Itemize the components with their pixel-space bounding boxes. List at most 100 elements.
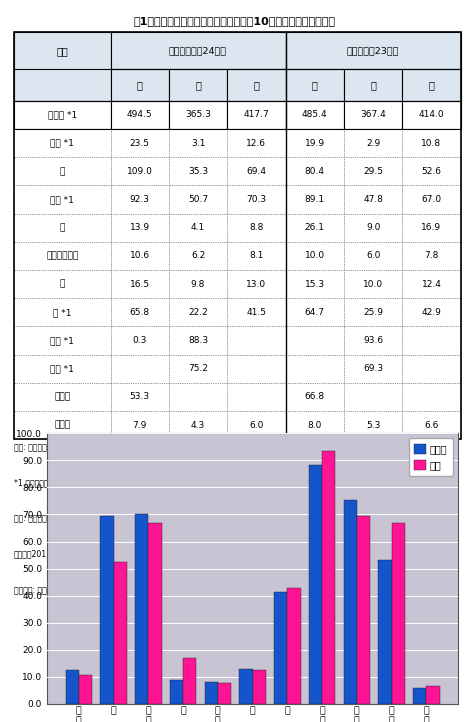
Text: 肺 *1: 肺 *1	[53, 308, 71, 317]
Bar	[169, 157, 227, 186]
Text: 70.3: 70.3	[246, 195, 266, 204]
Bar	[110, 32, 286, 69]
Bar	[286, 129, 344, 157]
Text: 8.1: 8.1	[249, 251, 264, 261]
Text: 10.8: 10.8	[422, 139, 441, 148]
Text: 女: 女	[370, 80, 376, 90]
Text: 食道 *1: 食道 *1	[50, 139, 74, 148]
Text: 16.5: 16.5	[130, 279, 150, 289]
Bar	[14, 32, 110, 101]
Text: 67.0: 67.0	[422, 195, 441, 204]
Legend: 新潟県, 全国: 新潟県, 全国	[408, 438, 454, 476]
Bar	[110, 298, 169, 326]
Bar	[110, 270, 169, 298]
Bar	[135, 513, 149, 704]
Bar	[169, 242, 227, 270]
Bar	[204, 682, 218, 704]
Text: 414.0: 414.0	[419, 110, 444, 119]
Bar	[101, 516, 114, 704]
Text: 大腸 *1: 大腸 *1	[50, 195, 74, 204]
Text: 2.9: 2.9	[366, 139, 380, 148]
Bar	[287, 588, 301, 704]
Text: 乳房 *1: 乳房 *1	[50, 336, 74, 345]
Text: 41.5: 41.5	[246, 308, 266, 317]
Bar	[227, 214, 286, 242]
Text: 全部位 *1: 全部位 *1	[47, 110, 77, 119]
Text: 計: 計	[429, 80, 434, 90]
Bar	[344, 355, 402, 383]
Bar	[344, 298, 402, 326]
Bar	[14, 383, 110, 411]
Bar	[114, 562, 127, 704]
Bar	[110, 383, 169, 411]
Text: 計: 計	[253, 80, 259, 90]
Text: 部位: 部位	[56, 45, 68, 56]
Bar	[402, 411, 461, 439]
Bar	[402, 214, 461, 242]
Bar	[110, 214, 169, 242]
Bar	[183, 658, 196, 704]
Text: 8.0: 8.0	[307, 421, 322, 430]
Bar	[227, 298, 286, 326]
Bar	[344, 129, 402, 157]
Bar	[402, 186, 461, 214]
Bar	[286, 326, 344, 355]
Bar	[227, 411, 286, 439]
Bar	[274, 591, 287, 704]
Bar	[286, 242, 344, 270]
Bar	[286, 270, 344, 298]
Bar	[169, 270, 227, 298]
Text: 7.8: 7.8	[424, 251, 439, 261]
Text: 35.3: 35.3	[188, 167, 208, 176]
Bar	[169, 383, 227, 411]
Bar	[14, 101, 110, 129]
Bar	[239, 669, 252, 704]
Bar	[110, 186, 169, 214]
Text: 女: 女	[195, 80, 201, 90]
Bar	[344, 186, 402, 214]
Bar	[149, 523, 162, 704]
Text: 全国: 国立がん研究センターがん対策情報センターがん情報サービスより: 全国: 国立がん研究センターがん対策情報センターがん情報サービスより	[14, 514, 167, 523]
Bar	[322, 451, 335, 704]
Bar	[110, 129, 169, 157]
Bar	[169, 69, 227, 101]
Bar	[169, 101, 227, 129]
Text: 19.9: 19.9	[305, 139, 325, 148]
Bar	[110, 242, 169, 270]
Bar	[402, 157, 461, 186]
Bar	[110, 157, 169, 186]
Text: 新潟県（平成24年）: 新潟県（平成24年）	[169, 46, 227, 56]
Text: 53.3: 53.3	[130, 393, 150, 401]
Bar	[392, 523, 405, 704]
Bar	[79, 674, 92, 704]
Text: 365.3: 365.3	[185, 110, 211, 119]
Text: 前立腺: 前立腺	[54, 393, 70, 401]
Bar	[14, 186, 110, 214]
Bar	[227, 326, 286, 355]
Text: 9.0: 9.0	[366, 223, 380, 232]
Bar	[344, 270, 402, 298]
Bar	[286, 157, 344, 186]
Text: 80.4: 80.4	[305, 167, 325, 176]
Bar	[227, 129, 286, 157]
Text: 12.4: 12.4	[422, 279, 441, 289]
Bar	[286, 214, 344, 242]
Text: 69.4: 69.4	[246, 167, 266, 176]
Text: 25.9: 25.9	[363, 308, 383, 317]
Bar	[218, 683, 231, 704]
Text: 10.0: 10.0	[363, 279, 383, 289]
Bar	[14, 355, 110, 383]
Bar	[14, 129, 110, 157]
Text: 6.0: 6.0	[249, 421, 264, 430]
Text: 16.9: 16.9	[422, 223, 441, 232]
Bar	[169, 326, 227, 355]
Bar	[344, 411, 402, 439]
Bar	[344, 101, 402, 129]
Text: 109.0: 109.0	[127, 167, 153, 176]
Text: 白血病: 白血病	[54, 421, 70, 430]
Text: 12.6: 12.6	[246, 139, 266, 148]
Text: 表1　主ながんの年齢調整罹患率（人口10万対）　全国との比較: 表1 主ながんの年齢調整罹患率（人口10万対） 全国との比較	[134, 16, 336, 26]
Text: 22.2: 22.2	[188, 308, 208, 317]
Bar	[14, 270, 110, 298]
Bar	[402, 242, 461, 270]
